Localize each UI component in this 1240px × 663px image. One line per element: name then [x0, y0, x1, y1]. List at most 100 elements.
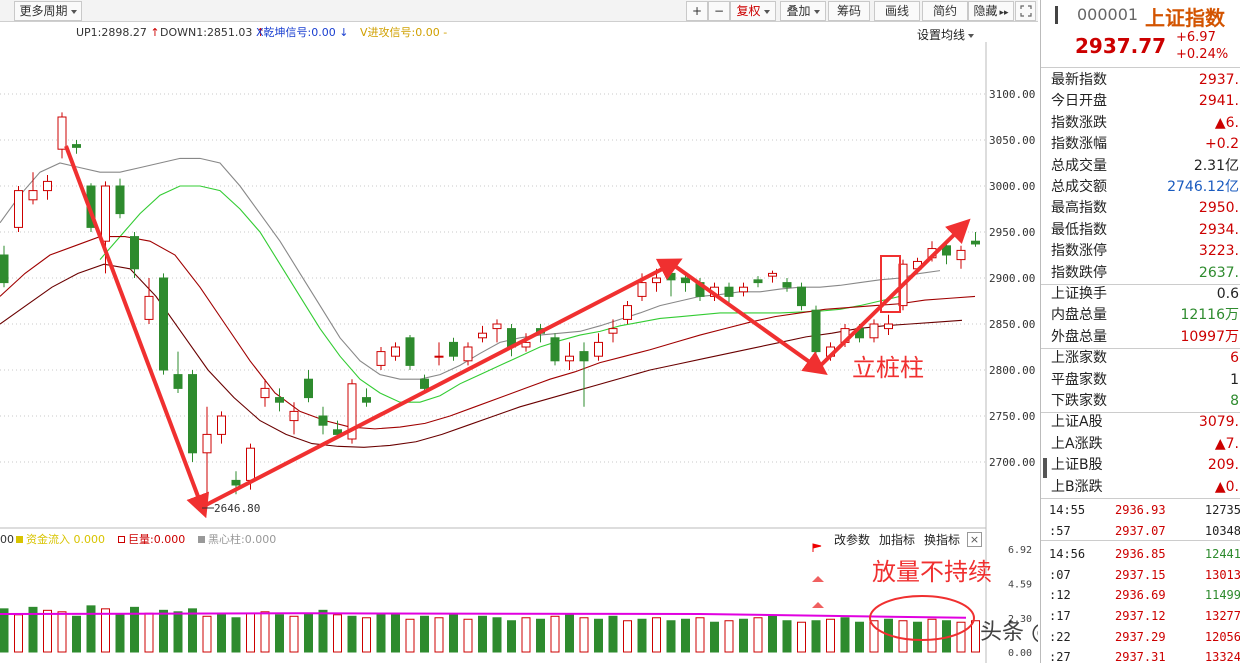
stock-name: 上证指数: [1145, 6, 1225, 30]
switch-indicator-button[interactable]: 换指标: [924, 533, 961, 547]
volume-bar: [623, 620, 632, 653]
fuquan-button[interactable]: 复权: [730, 1, 776, 21]
add-indicator-button[interactable]: 加指标: [879, 533, 916, 547]
chart-toolbar: 更多周期 + − 复权 叠加 筹码 画线 简约 隐藏 ▸▸: [0, 0, 1038, 22]
candle-body: [594, 341, 603, 357]
section-divider: [1041, 284, 1240, 285]
chevron-down-icon: [813, 9, 820, 14]
v-signal-indicator: V进攻信号:0.00 -: [360, 24, 447, 42]
panel-collapse-handle[interactable]: [1043, 458, 1047, 478]
stat-value: 1: [1230, 371, 1239, 388]
tick-price: 2937.29: [1115, 629, 1166, 644]
stat-row: 指数跌停 2637.: [1049, 263, 1240, 284]
stat-row: 总成交量 2.31亿: [1049, 156, 1240, 177]
stat-row: 最新指数 2937.: [1049, 70, 1240, 91]
simple-button[interactable]: 简约: [922, 1, 968, 21]
candle-body: [449, 341, 458, 357]
fullscreen-button[interactable]: [1015, 1, 1036, 21]
candle-body: [347, 383, 357, 440]
fund-inflow-label: 资金流入 0.000: [16, 531, 105, 549]
candle-body: [304, 378, 313, 399]
price-tick-label: 3050.00: [989, 134, 1035, 147]
fund-inflow-text: 资金流入 0.000: [26, 533, 105, 546]
tick-row: :12 2936.69 11499: [1041, 585, 1240, 606]
volume-tick-label: 6.92: [1008, 545, 1032, 556]
candle-body: [942, 245, 951, 256]
tick-price: 2936.85: [1115, 547, 1166, 562]
volume-annotation: 放量不持续: [872, 558, 992, 586]
volume-bar: [550, 615, 560, 653]
candle-body: [884, 323, 893, 330]
tick-volume: 10348: [1204, 523, 1240, 538]
tick-price: 2937.15: [1115, 567, 1166, 582]
volume-bar: [768, 615, 777, 653]
candle-body: [739, 286, 748, 293]
stat-label: 今日开盘: [1051, 93, 1107, 110]
price-tick-label: 2850.00: [989, 318, 1035, 331]
stat-value: 3223.: [1198, 243, 1239, 260]
volume-bar: [608, 615, 618, 653]
stat-label: 指数涨幅: [1051, 136, 1107, 153]
candle-body: [260, 387, 270, 399]
stat-label: 最高指数: [1051, 200, 1107, 217]
ma-line-green: [99, 185, 901, 403]
volume-bar: [594, 618, 603, 653]
candle-body: [362, 397, 371, 403]
volume-bar: [0, 608, 9, 653]
stat-row: 上B涨跌 ▲0.: [1049, 477, 1240, 498]
set-ma-button[interactable]: 设置均线: [917, 26, 975, 43]
stat-row: 上证换手 0.6: [1049, 284, 1240, 305]
tick-row: :57 2937.07 10348: [1041, 521, 1240, 542]
tick-row: :22 2937.29 12056: [1041, 627, 1240, 648]
volume-bar: [521, 617, 531, 653]
candle-body: [724, 286, 734, 297]
candle-body: [246, 447, 255, 481]
hide-label: 隐藏: [973, 4, 998, 18]
section-divider: [1041, 412, 1240, 414]
volume-bar: [492, 617, 502, 653]
stat-row: 指数涨幅 +0.2: [1049, 134, 1240, 155]
stat-row: 上证B股 209.: [1049, 455, 1240, 476]
tick-time: :12: [1049, 588, 1071, 603]
stat-row: 上涨家数 6: [1049, 348, 1240, 369]
candle-body: [420, 378, 429, 389]
low-marker-text: 2646.80: [214, 502, 260, 515]
close-icon[interactable]: ×: [967, 532, 982, 547]
volume-bar: [956, 621, 966, 653]
candle-body: [130, 236, 139, 270]
tick-price: 2937.31: [1115, 650, 1166, 663]
volume-bar: [420, 615, 429, 653]
zoom-in-button[interactable]: +: [686, 1, 708, 21]
stat-label: 总成交量: [1051, 157, 1107, 174]
candle-body: [101, 185, 110, 242]
candle-body: [608, 328, 618, 334]
stat-row: 上证A股 3079.: [1049, 412, 1240, 433]
hide-button[interactable]: 隐藏 ▸▸: [968, 1, 1014, 21]
stat-label: 上证A股: [1051, 414, 1103, 431]
double-arrow-icon: ▸▸: [999, 8, 1009, 18]
candle-body: [57, 116, 67, 150]
price-grid: [0, 42, 987, 663]
stat-value: 209.: [1207, 457, 1239, 474]
change-param-button[interactable]: 改参数: [834, 533, 871, 547]
volume-bars: [0, 605, 980, 653]
overlay-button[interactable]: 叠加: [780, 1, 826, 21]
candle-body: [115, 185, 125, 215]
stat-label: 最低指数: [1051, 221, 1107, 238]
candle-body: [144, 295, 154, 320]
volume-bar: [72, 615, 81, 653]
draw-line-button[interactable]: 画线: [874, 1, 920, 21]
down1-indicator: DOWN1:2851.03 ↑: [160, 24, 265, 42]
volume-bar: [246, 612, 255, 653]
volume-bar: [57, 611, 67, 653]
zoom-out-button[interactable]: −: [708, 1, 730, 21]
volume-bar: [971, 620, 980, 653]
kline-chart[interactable]: 3100.00 3050.00 3000.00 2950.00 2900.00 2850.…: [0, 42, 1038, 663]
stat-row: 下跌家数 8: [1049, 391, 1240, 412]
chips-button[interactable]: 筹码: [828, 1, 870, 21]
more-period-button[interactable]: 更多周期: [14, 1, 82, 21]
price-tick-label: 2950.00: [989, 226, 1035, 239]
candle-body: [811, 309, 821, 353]
